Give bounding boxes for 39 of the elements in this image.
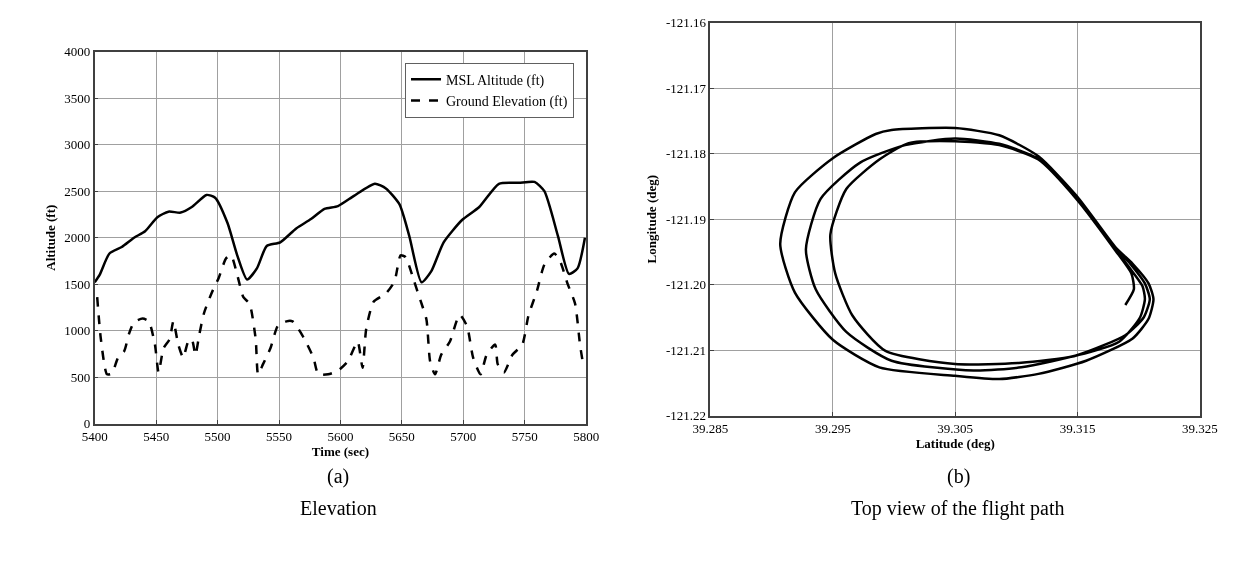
y-tick-label: -121.21 <box>666 342 707 358</box>
x-tick-label: 39.325 <box>1182 421 1218 437</box>
x-tick-label: 5450 <box>143 428 170 444</box>
x-axis-title: Latitude (deg) <box>915 436 995 452</box>
y-tick-label: 1500 <box>64 276 91 292</box>
x-tick-label: 39.305 <box>937 421 974 437</box>
text: Top view of the flight path <box>851 497 1065 520</box>
legend-label: Ground Elevation (ft) <box>446 93 568 110</box>
y-axis-title: Longitude (deg) <box>644 174 660 264</box>
x-tick-label: 5750 <box>511 428 538 444</box>
x-tick-label: 5800 <box>573 428 600 444</box>
y-tick-label: -121.16 <box>666 15 707 31</box>
text: (a) <box>327 465 350 488</box>
x-tick-label: 39.315 <box>1059 421 1096 437</box>
y-tick-label: 2000 <box>64 230 91 246</box>
y-tick-label: 500 <box>70 369 91 385</box>
y-tick-label: -121.17 <box>666 80 707 96</box>
y-tick-label: -121.20 <box>666 277 707 293</box>
x-tick-label: 39.285 <box>692 421 729 437</box>
x-tick-label: 5650 <box>388 428 415 444</box>
y-tick-label: 1000 <box>64 323 91 339</box>
y-tick-label: -121.22 <box>666 408 707 424</box>
x-tick-label: 39.295 <box>814 421 851 437</box>
x-tick-label: 5550 <box>266 428 293 444</box>
x-axis-title: Time (sec) <box>311 444 370 460</box>
x-tick-label: 5600 <box>327 428 354 444</box>
y-tick-label: 4000 <box>64 44 91 60</box>
y-tick-label: 3000 <box>64 137 91 153</box>
y-tick-label: -121.18 <box>666 146 707 162</box>
x-tick-label: 5500 <box>204 428 231 444</box>
text: Elevation <box>300 497 377 519</box>
text: (b) <box>947 465 971 488</box>
legend-label: MSL Altitude (ft) <box>446 72 545 89</box>
y-axis-title: Altitude (ft) <box>42 204 58 271</box>
line-series <box>778 126 1155 381</box>
y-tick-label: 3500 <box>64 90 91 106</box>
y-tick-label: 2500 <box>64 183 91 199</box>
y-tick-label: -121.19 <box>666 211 707 227</box>
x-tick-label: 5700 <box>450 428 477 444</box>
